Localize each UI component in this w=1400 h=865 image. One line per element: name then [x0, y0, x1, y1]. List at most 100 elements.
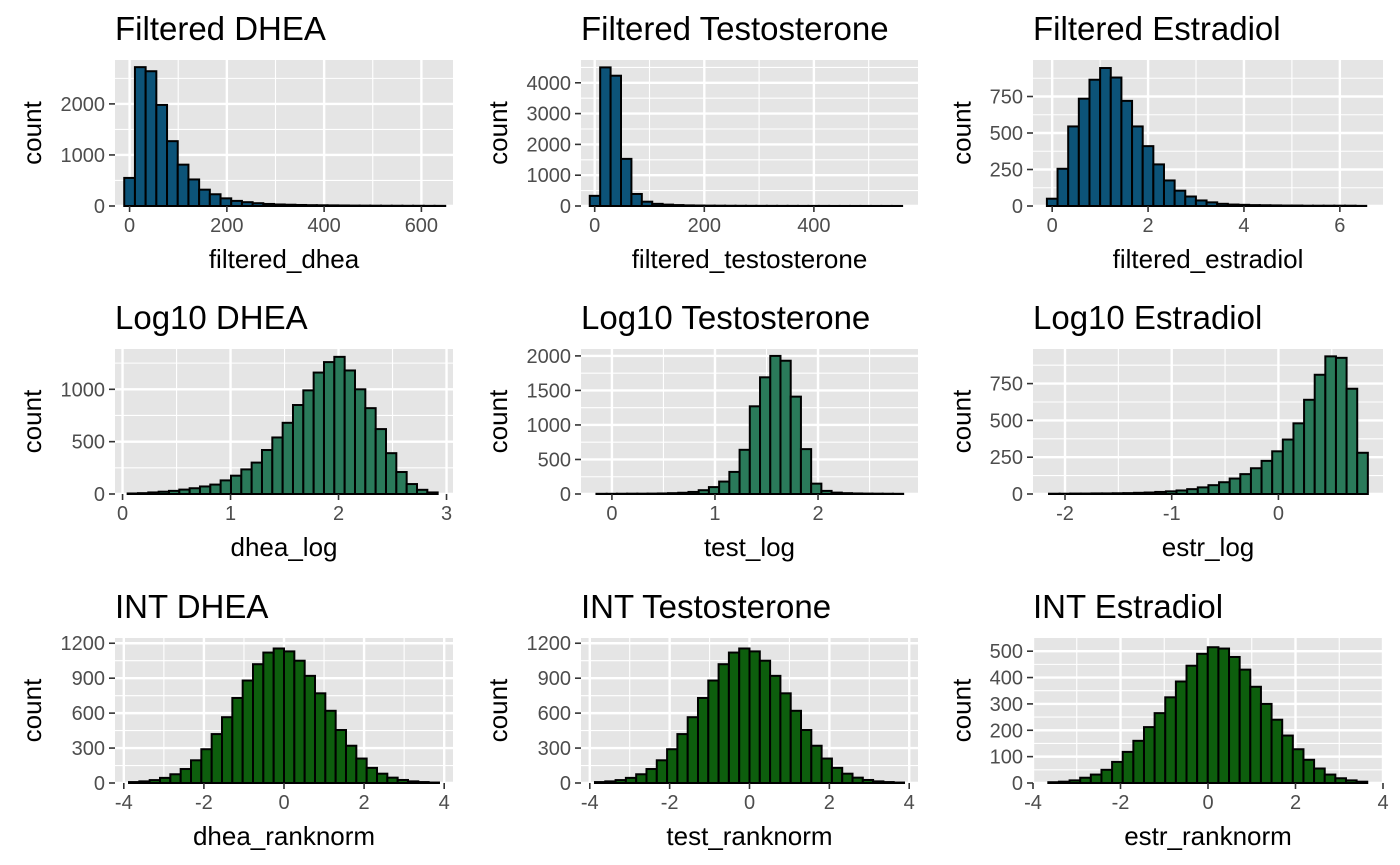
histogram-bar [1142, 726, 1156, 784]
histogram-bar [123, 176, 136, 208]
histogram-bar [1089, 773, 1103, 785]
x-tick-label: 1 [709, 503, 720, 525]
panel-filtered-dhea: 0 200 400 600 0 1000 2000 Filtered DHEA filtered… [17, 10, 453, 274]
histogram-bar [344, 744, 358, 784]
histogram-bar [1258, 204, 1272, 208]
histogram-bar [395, 471, 408, 495]
y-tick-label: 600 [72, 703, 105, 725]
histogram-bar [593, 781, 607, 785]
histogram-bar [1120, 99, 1134, 207]
histogram-bar [1194, 199, 1208, 207]
panel-log10-testosterone: 0 1 2 0 500 1000 1500 2000 Log10 Testosterone tes… [483, 299, 918, 562]
histogram-bar [1090, 492, 1104, 495]
histogram-bar [1100, 768, 1114, 784]
histogram-bar [273, 203, 286, 208]
histogram-bar [851, 492, 864, 496]
histogram-bar [221, 716, 234, 784]
histogram-bar [155, 103, 169, 207]
histogram-bar [1355, 780, 1369, 785]
histogram-bar [604, 780, 617, 785]
x-tick-label: -1 [1163, 503, 1181, 525]
histogram-bar [1173, 189, 1187, 207]
x-axis-label: test_ranknorm [666, 821, 832, 851]
y-tick-label: 300 [990, 694, 1023, 716]
histogram-bar [231, 696, 244, 784]
y-axis-label: count [947, 389, 977, 453]
x-tick-label: 4 [439, 792, 450, 814]
histogram-bar [640, 200, 654, 207]
panel-log10-dhea: 0 1 2 3 0 500 1000 Log10 DHEA dhea_log count [17, 299, 453, 562]
histogram-bar [1196, 486, 1210, 496]
x-tick-label: -2 [1112, 792, 1130, 814]
x-tick-label: 600 [405, 215, 438, 237]
y-tick-label: 900 [538, 668, 571, 690]
histogram-bar [375, 772, 389, 785]
histogram-bars [1047, 646, 1369, 785]
histogram-bar [738, 647, 751, 784]
histogram-bar [166, 140, 179, 207]
x-tick-label: 200 [688, 215, 721, 237]
histogram-bar [386, 776, 399, 785]
histogram-bar [1323, 773, 1337, 785]
x-tick-label: 1 [225, 503, 236, 525]
histogram-bar [324, 709, 337, 784]
histogram-bar [415, 488, 429, 496]
x-axis-label: dhea_ranknorm [193, 821, 375, 851]
panel-title: INT Estradiol [1033, 588, 1223, 625]
histogram-bar [262, 651, 275, 784]
histogram-bar [136, 492, 150, 495]
histogram-bar [1292, 422, 1306, 495]
y-tick-label: 0 [94, 484, 105, 506]
histogram-bar [198, 485, 212, 496]
histogram-bar [677, 491, 690, 495]
histogram-bar [333, 355, 346, 495]
histogram-bar [624, 776, 638, 784]
x-tick-label: 0 [1047, 215, 1058, 237]
x-tick-label: -2 [1056, 503, 1074, 525]
y-tick-label: 750 [990, 87, 1023, 109]
x-tick-label: 0 [1273, 503, 1284, 525]
histogram-bar [1111, 492, 1125, 495]
histogram-bar [1269, 204, 1283, 208]
y-tick-label: 300 [538, 738, 571, 760]
x-tick-label: 2 [1143, 215, 1154, 237]
y-tick-label: 0 [94, 196, 105, 218]
panel-int-dhea: -4 -2 0 2 4 0 300 600 900 1200 INT DHEA dhea_rankno… [17, 588, 453, 851]
y-tick-label: 0 [1012, 196, 1023, 218]
histogram-bar [1057, 780, 1071, 785]
histogram-bar [294, 203, 308, 207]
histogram-bar [250, 461, 263, 496]
histogram-bar [1302, 758, 1316, 784]
histogram-bar [315, 204, 329, 207]
histogram-bar [748, 405, 762, 495]
histogram-bar [198, 188, 211, 208]
histogram-bar [789, 709, 803, 784]
histogram-bar [630, 192, 643, 207]
histogram-bar [406, 780, 420, 785]
histogram-bar [133, 66, 147, 207]
histogram-bar [1131, 125, 1144, 207]
histogram-bar [1186, 488, 1199, 495]
x-tick-label: 3 [441, 503, 452, 525]
histogram-bar [1228, 655, 1241, 784]
histogram-bar [830, 766, 844, 784]
panel-title: Log10 DHEA [115, 299, 308, 336]
histogram-bar [187, 178, 201, 207]
x-tick-label: 0 [278, 792, 289, 814]
histogram-bar [748, 650, 761, 784]
histogram-bar [588, 194, 602, 208]
histogram-bar [353, 388, 367, 495]
panel-title: Filtered Estradiol [1033, 10, 1281, 47]
histogram-bar [293, 659, 306, 784]
y-tick-label: 0 [1012, 484, 1023, 506]
histogram-bar [138, 780, 151, 785]
x-axis-label: test_log [704, 532, 795, 562]
histogram-bar [219, 197, 233, 207]
histogram-bar [1101, 492, 1114, 495]
histogram-bar [840, 492, 854, 495]
y-tick-label: 500 [990, 641, 1023, 663]
x-tick-label: 2 [812, 503, 823, 525]
x-tick-label: -4 [581, 792, 599, 814]
histogram-bar [1099, 67, 1112, 207]
panel-int-estradiol: -4 -2 0 2 4 0 100 200 300 400 500 INT Estradiol estr… [947, 588, 1389, 851]
